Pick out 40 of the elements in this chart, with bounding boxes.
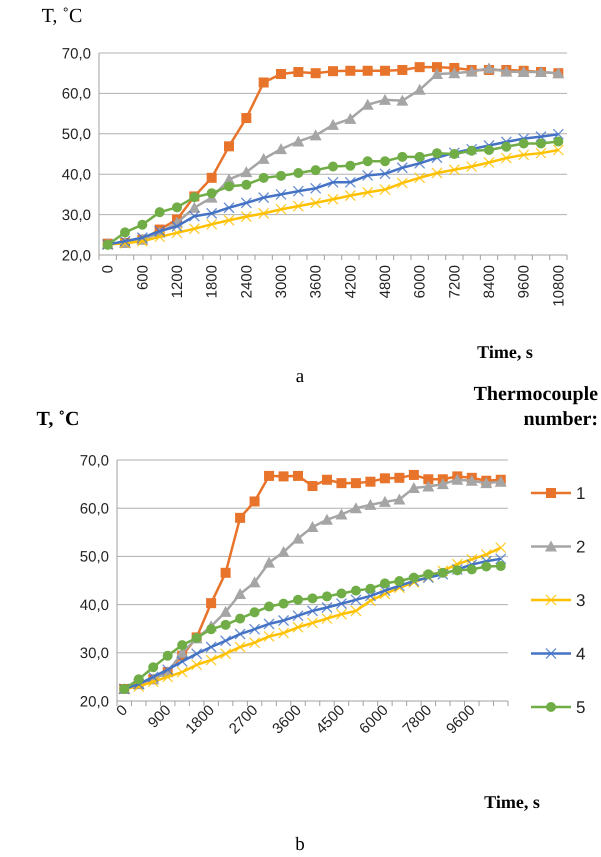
y-tick-label: 20,0 [62, 247, 91, 264]
y-tick-label: 30,0 [80, 645, 109, 662]
y-tick-label: 40,0 [80, 596, 109, 614]
x-tick-label: 9600 [516, 265, 533, 298]
x-axis-title: Time, s [477, 342, 533, 362]
legend-label: 3 [576, 590, 586, 610]
legend-label: 4 [576, 644, 586, 664]
x-tick-label: 2400 [238, 265, 256, 298]
x-tick-label: 0 [113, 702, 132, 720]
y-axis-title: T, ˚C [36, 408, 80, 430]
x-tick-label: 7200 [446, 265, 464, 298]
x-tick-label: 900 [144, 702, 175, 732]
x-tick-label: 600 [134, 265, 152, 290]
y-tick-label: 40,0 [62, 166, 91, 184]
y-tick-label: 70,0 [80, 452, 109, 470]
y-tick-label: 50,0 [62, 126, 91, 144]
x-axis-title: Time, s [484, 792, 540, 812]
x-tick-label: 1800 [204, 265, 221, 298]
legend-label: 2 [576, 537, 586, 556]
x-tick-label: 6000 [412, 265, 429, 298]
y-tick-label: 30,0 [62, 206, 91, 224]
x-tick-label: 3000 [273, 265, 290, 298]
legend-title: Thermocouple number: [474, 383, 598, 430]
x-tick-label: 4800 [377, 265, 394, 298]
y-tick-label: 60,0 [62, 86, 91, 103]
x-tick-label: 1200 [169, 265, 186, 298]
legend-label: 5 [576, 698, 586, 717]
x-tick-label: 3600 [308, 265, 325, 298]
text: a [296, 366, 305, 387]
x-tick-label: 4200 [342, 265, 360, 298]
y-tick-label: 50,0 [80, 548, 109, 566]
x-tick-label: 10800 [550, 265, 568, 307]
y-axis-title: T, ˚C [42, 5, 82, 27]
y-tick-label: 70,0 [62, 45, 91, 62]
y-tick-label: 20,0 [80, 693, 109, 710]
text: b [295, 834, 305, 855]
x-tick-label: 8400 [481, 265, 498, 298]
y-tick-label: 60,0 [80, 500, 109, 518]
x-tick-label: 0 [100, 265, 117, 274]
legend-label: 1 [576, 484, 586, 503]
